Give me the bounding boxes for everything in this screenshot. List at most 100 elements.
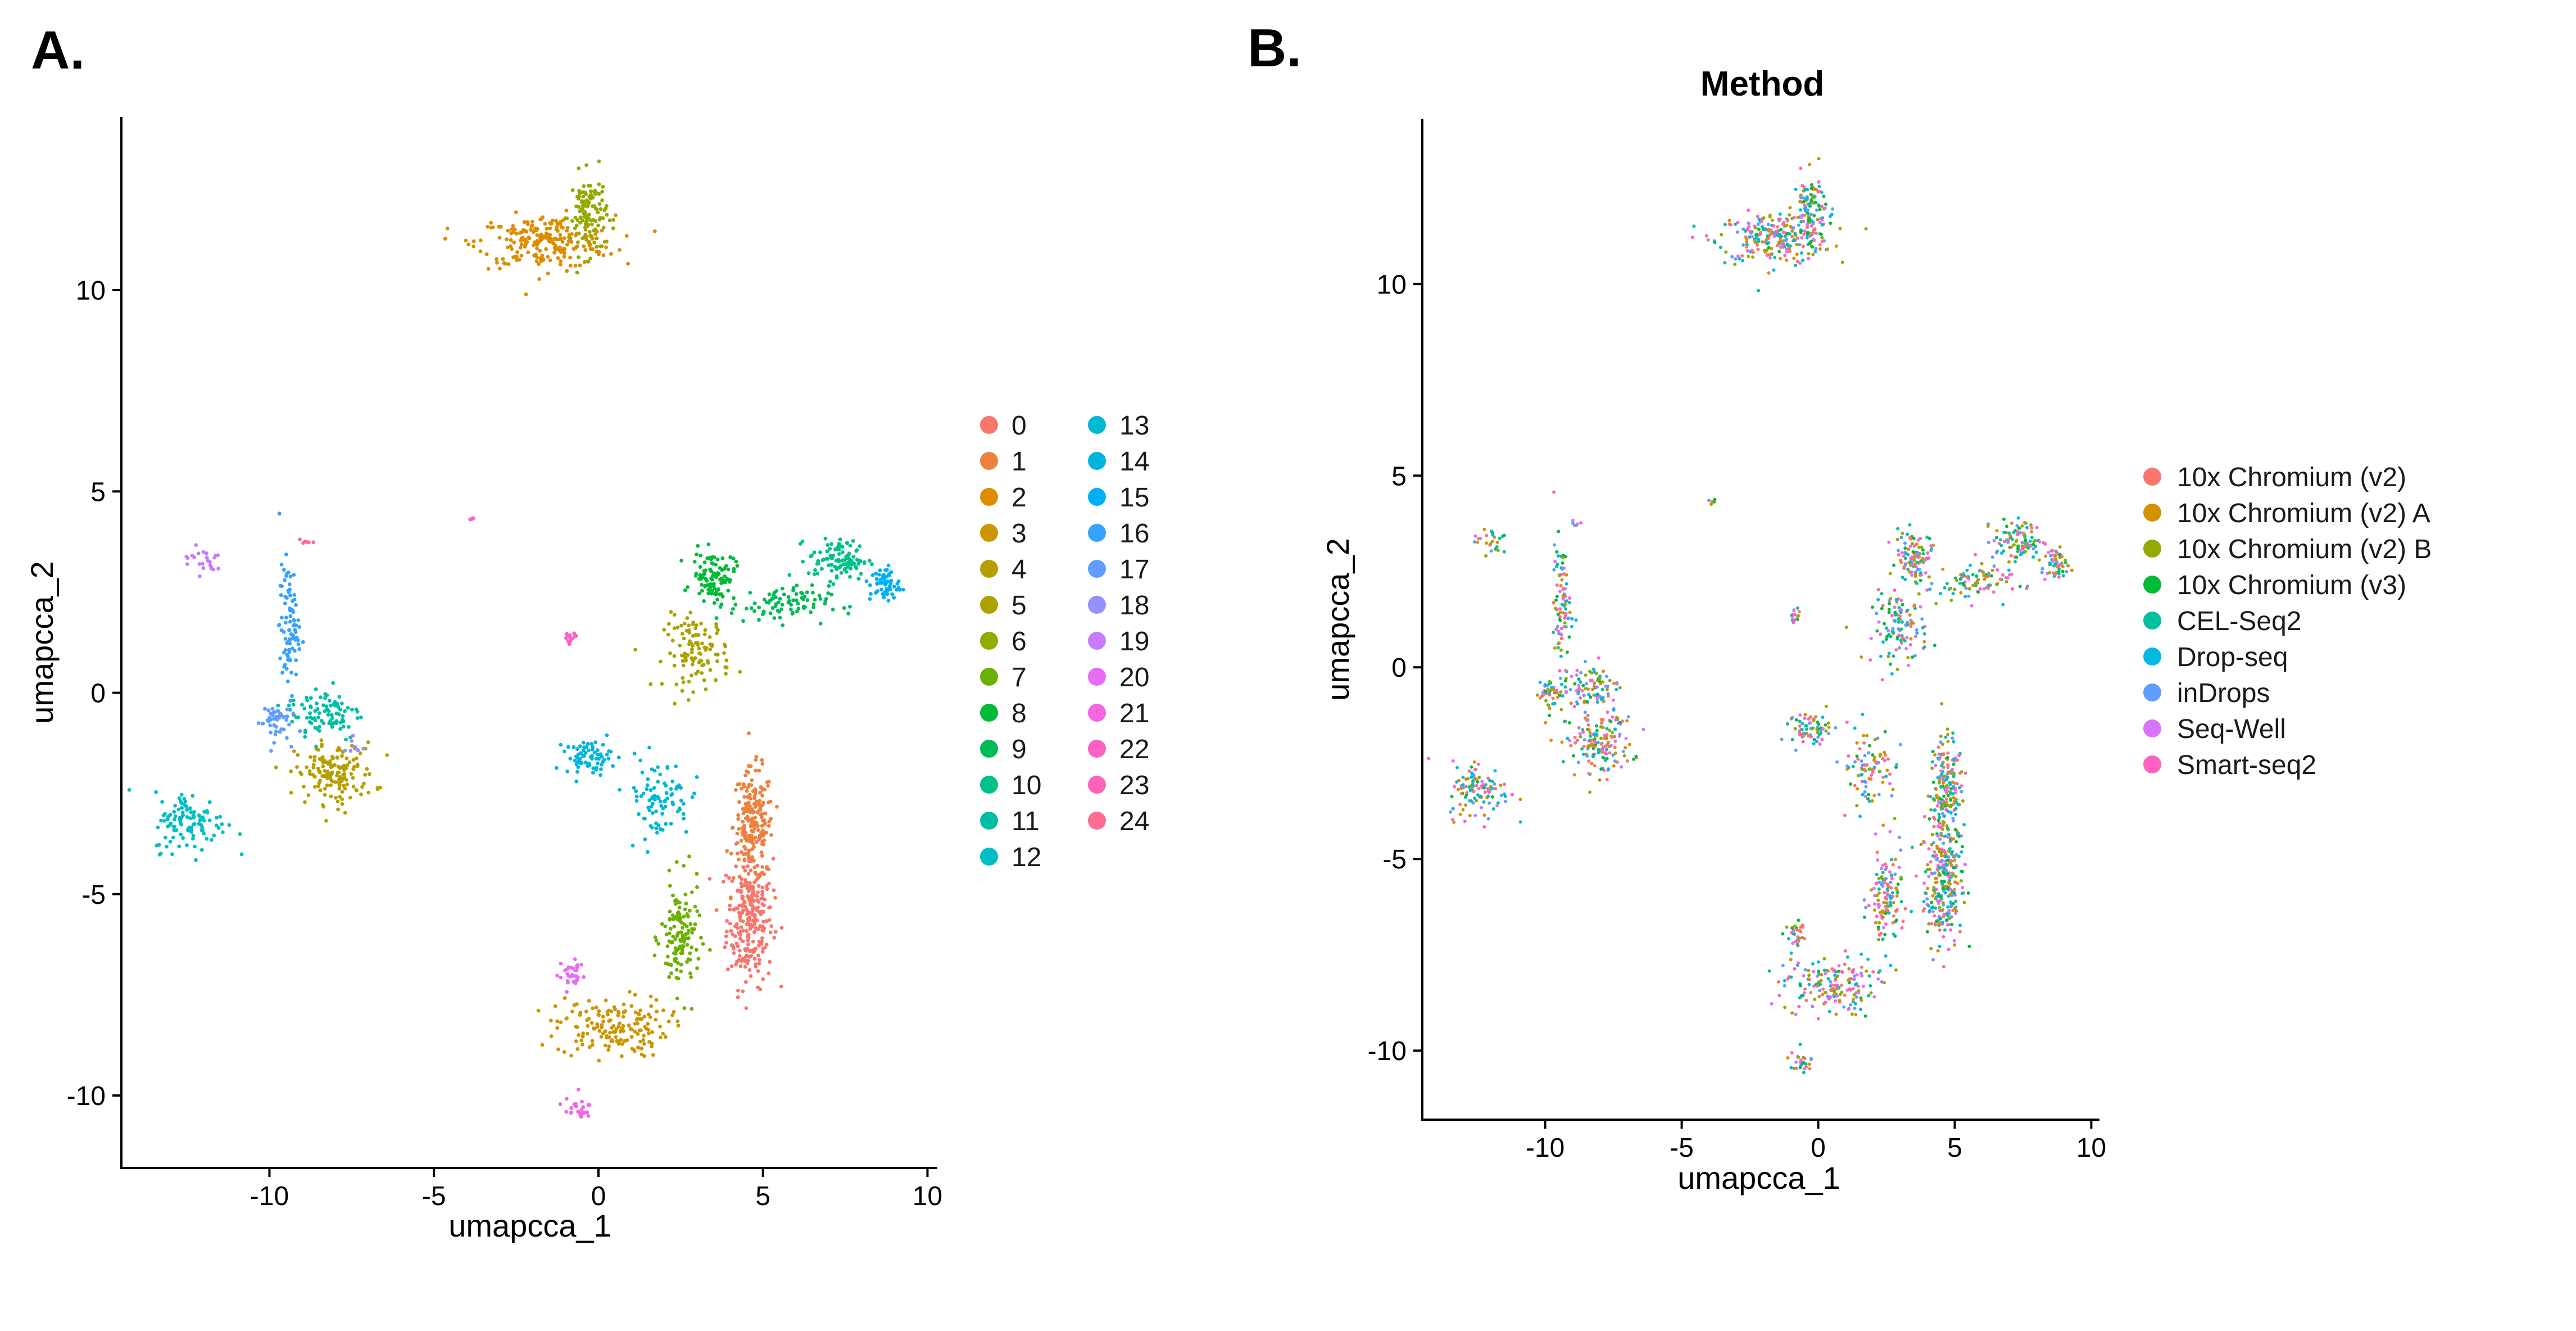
method-point <box>1564 573 1568 577</box>
method-point <box>1779 257 1782 260</box>
method-point <box>2053 558 2057 562</box>
method-point <box>1575 673 1579 677</box>
cluster-9-point <box>789 607 793 612</box>
cluster-4-point <box>354 756 359 760</box>
cluster-3-point <box>654 1017 657 1022</box>
method-point <box>1553 691 1557 695</box>
method-point <box>1427 757 1431 760</box>
method-point <box>1892 563 1895 567</box>
method-point <box>1798 719 1802 723</box>
cluster-0-point <box>708 877 712 881</box>
method-point <box>1820 223 1824 227</box>
method-point <box>1934 601 1938 605</box>
method-point <box>1996 582 1999 586</box>
cluster-10-point <box>849 567 852 571</box>
cluster-16-point <box>291 623 296 628</box>
cluster-1-point <box>731 876 736 880</box>
method-point <box>1910 573 1913 577</box>
cluster-legend-label: 11 <box>1012 807 1040 836</box>
cluster-5-point <box>668 651 672 655</box>
method-point <box>1590 738 1593 742</box>
method-point <box>1604 674 1608 678</box>
method-point <box>1895 763 1899 767</box>
cluster-7-point <box>690 890 694 894</box>
cluster-0-point <box>725 967 730 972</box>
method-point <box>1941 886 1945 890</box>
cluster-6-point <box>600 189 604 194</box>
method-point <box>1546 703 1550 707</box>
cluster-1-point <box>755 840 759 844</box>
cluster-0-point <box>752 957 757 961</box>
cluster-2-point <box>514 210 518 215</box>
method-point <box>1795 943 1799 947</box>
method-point <box>1854 995 1858 999</box>
cluster-16-point <box>283 578 287 582</box>
cluster-6-point <box>598 207 603 211</box>
cluster-0-point <box>747 859 751 863</box>
cluster-7-point <box>682 1006 687 1010</box>
cluster-10-point <box>833 564 837 569</box>
method-point <box>1876 588 1880 592</box>
method-point <box>1496 801 1500 805</box>
method-point <box>1786 722 1789 726</box>
cluster-4-point <box>337 770 341 775</box>
cluster-5-point <box>681 676 685 680</box>
method-point <box>1872 755 1876 759</box>
method-point <box>1568 688 1572 691</box>
method-point <box>1881 871 1885 875</box>
cluster-1-point <box>760 865 765 869</box>
method-point <box>1850 1012 1854 1016</box>
cluster-16-point <box>294 603 298 607</box>
method-point <box>2016 544 2020 548</box>
cluster-1-point <box>747 848 751 853</box>
method-point <box>1563 719 1567 723</box>
method-point <box>1881 780 1885 784</box>
method-point <box>1898 628 1902 632</box>
cluster-legend-label: 17 <box>1119 555 1149 585</box>
method-point <box>2040 571 2044 574</box>
method-point <box>2016 546 2020 550</box>
x-tick-label: 0 <box>591 1181 606 1211</box>
method-point <box>1881 915 1885 919</box>
cluster-16-point <box>288 593 292 597</box>
cluster-12-point <box>156 825 160 830</box>
method-point <box>1847 967 1851 971</box>
cluster-legend-key <box>980 776 998 794</box>
cluster-16-point <box>288 657 292 662</box>
cluster-0-point <box>729 929 733 933</box>
cluster-2-point <box>518 246 523 250</box>
cluster-14-point <box>573 758 577 763</box>
method-point <box>1759 230 1762 234</box>
cluster-11-point <box>290 719 294 724</box>
cluster-13-point <box>652 786 656 790</box>
method-point <box>1934 876 1938 880</box>
method-point <box>1941 901 1945 905</box>
cluster-2-point <box>572 247 576 251</box>
cluster-7-point <box>693 922 697 926</box>
cluster-3-point <box>646 1027 651 1032</box>
method-point <box>2010 521 2013 525</box>
method-point <box>1935 919 1939 923</box>
cluster-7-point <box>668 917 672 921</box>
method-legend-key <box>2143 612 2161 630</box>
cluster-10-point <box>787 573 792 577</box>
method-point <box>1847 754 1851 758</box>
method-point <box>1480 780 1484 784</box>
cluster-11-point <box>319 695 323 700</box>
method-point <box>1495 804 1499 808</box>
cluster-3-point <box>559 1020 563 1025</box>
cluster-16-point <box>282 630 286 634</box>
cluster-4-point <box>329 783 333 787</box>
cluster-legend-label: 23 <box>1119 771 1149 800</box>
cluster-16-point <box>277 511 282 516</box>
cluster-18-point <box>351 734 355 738</box>
cluster-4-point <box>337 783 342 787</box>
method-point <box>1568 596 1572 600</box>
method-point <box>1470 765 1473 769</box>
cluster-7-point <box>667 868 672 873</box>
method-point <box>1939 831 1943 835</box>
method-point <box>1817 995 1821 998</box>
method-point <box>1953 880 1957 884</box>
cluster-15-point <box>874 577 879 581</box>
